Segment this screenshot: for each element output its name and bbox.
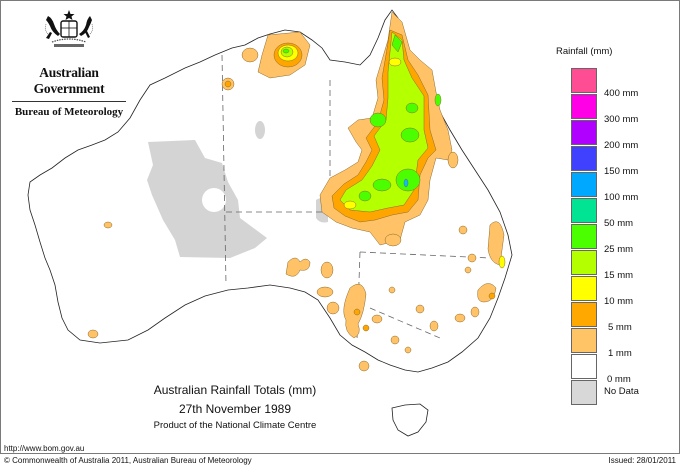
coat-of-arms-icon bbox=[44, 10, 94, 47]
legend-swatch-50-100 bbox=[571, 198, 597, 223]
rain-nt bbox=[221, 31, 311, 91]
agency-label: Bureau of Meteorology bbox=[14, 106, 124, 118]
rainfall-legend: Rainfall (mm) 400 mm 300 mm 200 mm 150 m… bbox=[540, 30, 680, 410]
legend-label: 0 mm bbox=[607, 374, 631, 385]
legend-label: 200 mm bbox=[604, 140, 639, 151]
map-date: 27th November 1989 bbox=[178, 402, 292, 416]
legend-swatch-100-150 bbox=[571, 172, 597, 197]
legend-label: 300 mm bbox=[604, 114, 639, 125]
legend-swatch-10-15 bbox=[571, 276, 597, 301]
logo-divider bbox=[12, 101, 126, 102]
legend-label: 50 mm bbox=[604, 218, 634, 229]
bom-logo: Australian Government Bureau of Meteorol… bbox=[6, 8, 132, 118]
copyright-text: © Commonwealth of Australia 2011, Austra… bbox=[4, 456, 252, 465]
legend-swatch-1-5 bbox=[571, 328, 597, 353]
map-title: Australian Rainfall Totals (mm) bbox=[153, 383, 317, 397]
legend-swatch-200-300 bbox=[571, 120, 597, 145]
government-label: Australian Government bbox=[33, 65, 105, 96]
map-product: Product of the National Climate Centre bbox=[153, 420, 317, 431]
legend-label: 400 mm bbox=[604, 88, 639, 99]
map-titles: Australian Rainfall Totals (mm) 27th Nov… bbox=[100, 383, 370, 431]
rain-qld bbox=[319, 11, 453, 246]
legend-swatch-150-200 bbox=[571, 146, 597, 171]
bom-url-link[interactable]: http://www.bom.gov.au bbox=[4, 444, 85, 453]
legend-label: 5 mm bbox=[608, 322, 632, 333]
legend-label: 25 mm bbox=[604, 244, 634, 255]
legend-label: 150 mm bbox=[604, 166, 639, 177]
legend-label: 15 mm bbox=[604, 270, 634, 281]
issued-date: Issued: 28/01/2011 bbox=[608, 456, 676, 465]
legend-swatch-above-400 bbox=[571, 68, 597, 93]
legend-label: 1 mm bbox=[608, 348, 632, 359]
legend-swatch-15-25 bbox=[571, 250, 597, 275]
legend-swatch-no-data bbox=[571, 380, 597, 405]
coastline bbox=[27, 9, 513, 373]
legend-swatch-25-50 bbox=[571, 224, 597, 249]
legend-swatch-5-10 bbox=[571, 302, 597, 327]
legend-swatch-300-400 bbox=[571, 94, 597, 119]
legend-no-data-label: No Data bbox=[604, 386, 639, 397]
legend-label: 10 mm bbox=[604, 296, 634, 307]
tasmania bbox=[391, 403, 429, 437]
legend-title: Rainfall (mm) bbox=[556, 46, 613, 57]
legend-label: 100 mm bbox=[604, 192, 639, 203]
legend-swatch-0-1 bbox=[571, 354, 597, 379]
